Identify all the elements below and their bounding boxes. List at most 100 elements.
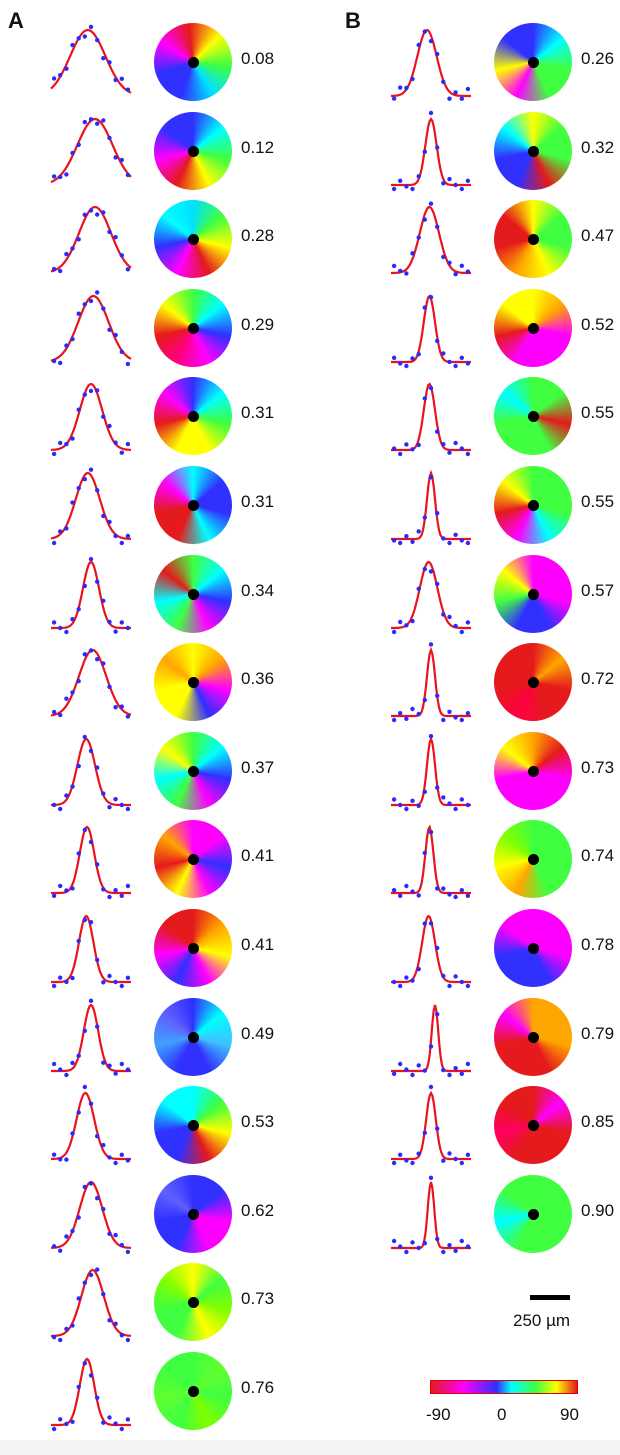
data-point [422, 850, 427, 856]
data-point [398, 802, 403, 808]
data-point [88, 298, 94, 304]
tuning-curve [50, 205, 132, 274]
data-point [119, 76, 125, 81]
scale-bar-label: 250 µm [513, 1311, 571, 1330]
data-point [441, 181, 446, 186]
tuning-row: 0.90 [388, 1172, 620, 1256]
data-point [435, 224, 440, 229]
data-point [435, 581, 440, 587]
data-point [119, 802, 125, 808]
data-point [447, 96, 452, 101]
data-point [51, 174, 57, 179]
data-point [459, 538, 464, 543]
gaussian-fit-curve [391, 117, 471, 187]
data-point [88, 748, 94, 754]
data-point [58, 73, 63, 78]
data-point [465, 893, 471, 898]
data-point [441, 1067, 446, 1073]
tuning-curve [50, 1180, 132, 1255]
orientation-map [154, 1086, 232, 1164]
data-point [404, 975, 409, 980]
center-marker [188, 57, 199, 68]
data-point [428, 1044, 434, 1049]
data-point [95, 1024, 100, 1029]
tuning-row: 0.78 [388, 906, 620, 990]
data-point [410, 706, 415, 712]
data-point [435, 145, 440, 150]
data-point [88, 467, 94, 472]
data-point [76, 407, 81, 412]
gaussian-fit-curve [50, 205, 132, 273]
orientation-map [494, 466, 572, 544]
data-point [410, 1072, 415, 1078]
data-point [101, 414, 106, 419]
data-point [88, 1373, 94, 1378]
data-point [58, 1417, 63, 1422]
data-point [453, 90, 458, 95]
data-point [95, 579, 100, 584]
index-value: 0.78 [581, 935, 615, 954]
data-point [465, 269, 471, 274]
data-point [95, 1196, 100, 1201]
data-point [416, 1151, 421, 1156]
data-point [465, 711, 471, 716]
data-point [410, 251, 415, 256]
data-point [410, 618, 415, 624]
center-marker [188, 500, 199, 511]
data-point [459, 1238, 464, 1244]
data-point [119, 157, 125, 163]
data-point [453, 1248, 458, 1253]
data-point [465, 451, 471, 457]
data-point [422, 1241, 427, 1246]
data-point [459, 263, 464, 268]
tuning-row: 0.34 [48, 552, 348, 636]
data-point [453, 440, 458, 446]
center-marker [188, 1032, 199, 1043]
index-value: 0.31 [241, 403, 275, 422]
data-point [101, 1142, 106, 1148]
data-point [51, 802, 57, 808]
data-point [391, 355, 397, 360]
data-point [70, 336, 75, 342]
data-point [88, 1101, 94, 1106]
data-point [398, 268, 403, 274]
data-point [441, 612, 446, 617]
center-marker [188, 234, 199, 245]
data-point [391, 979, 397, 985]
orientation-map [154, 377, 232, 455]
tuning-curve [391, 642, 471, 723]
gaussian-fit-curve [391, 1004, 471, 1073]
tuning-curve [50, 24, 132, 94]
orientation-map [494, 998, 572, 1076]
data-point [76, 938, 81, 944]
data-point [58, 1248, 63, 1253]
center-marker [528, 411, 539, 422]
data-point [465, 1061, 471, 1067]
data-point [125, 172, 131, 178]
data-point [125, 806, 131, 812]
data-point [459, 355, 464, 360]
orientation-map [494, 1175, 572, 1253]
index-value: 0.37 [241, 758, 275, 777]
center-marker [188, 1120, 199, 1131]
data-point [410, 186, 415, 192]
orientation-map [154, 1263, 232, 1341]
gaussian-fit-curve [51, 560, 131, 630]
data-point [76, 678, 81, 684]
data-point [459, 96, 464, 101]
data-point [125, 625, 131, 631]
data-point [119, 1426, 125, 1432]
data-point [95, 1267, 100, 1272]
data-point [441, 717, 446, 723]
data-point [88, 920, 94, 925]
data-point [398, 1061, 403, 1067]
data-point [76, 607, 81, 612]
data-point [391, 1160, 397, 1166]
orientation-map [154, 998, 232, 1076]
data-point [416, 442, 421, 448]
data-point [459, 717, 464, 723]
data-point [410, 978, 415, 983]
data-point [428, 385, 434, 391]
data-point [435, 338, 440, 344]
data-point [113, 155, 118, 160]
